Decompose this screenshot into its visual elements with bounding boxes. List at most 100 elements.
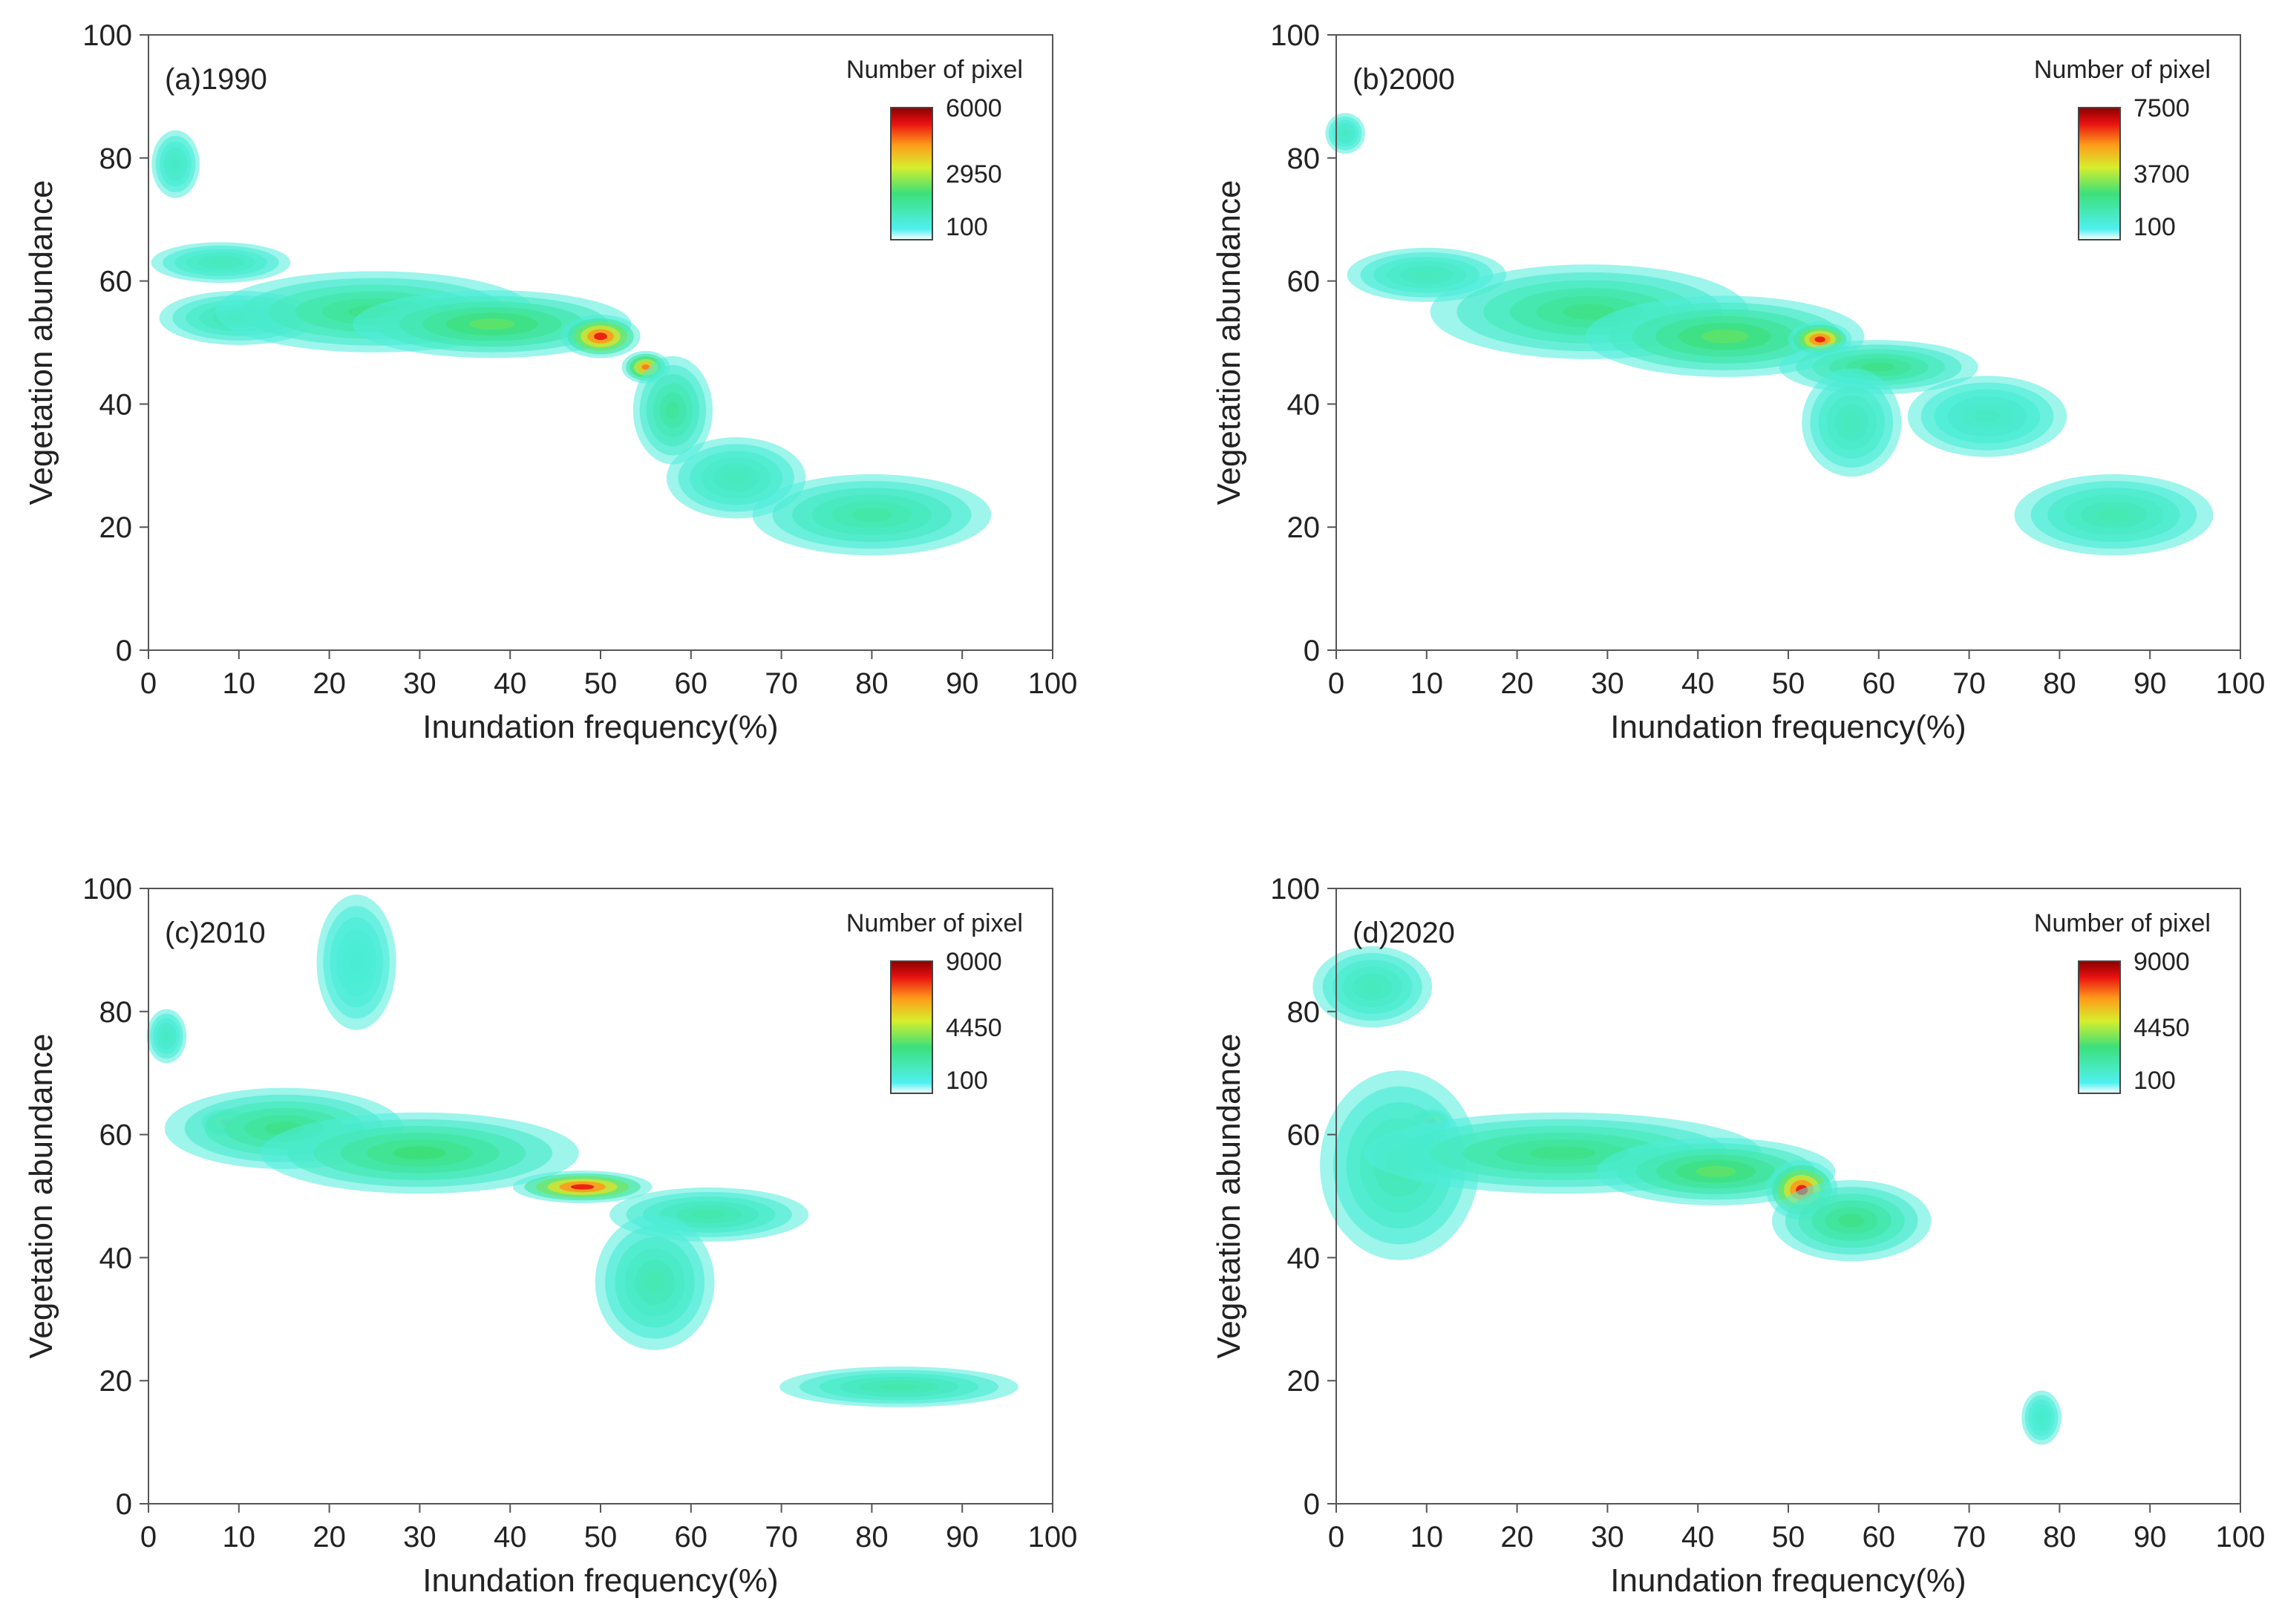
colorbar-tick-label: 7500 — [2134, 94, 2190, 122]
chart-panel: 0 10 20 30 40 50 60 70 80 90 100 0 20 40 60 80 100 Inunda… — [23, 19, 1077, 745]
chart-panel: 0 10 20 30 40 50 60 70 80 90 100 0 20 40 60 80 100 Inunda… — [1211, 19, 2265, 745]
density-cell — [393, 1146, 447, 1160]
colorbar-tick-label: 4450 — [2134, 1014, 2190, 1042]
density-cell — [1974, 409, 2001, 424]
density-cell — [1843, 413, 1860, 432]
x-tick-label: 10 — [1410, 667, 1444, 700]
colorbar — [2078, 107, 2121, 240]
x-tick-label: 60 — [675, 667, 708, 700]
x-tick-label: 30 — [403, 1521, 436, 1553]
x-tick-label: 60 — [1863, 1521, 1896, 1553]
colorbar-tick-label: 100 — [946, 1067, 988, 1095]
colorbar-title: Number of pixel — [846, 909, 1023, 937]
x-tick-label: 10 — [223, 1521, 256, 1553]
colorbar-tick-label: 2950 — [946, 160, 1002, 189]
x-tick-label: 0 — [1328, 667, 1344, 700]
x-tick-label: 0 — [1328, 1521, 1344, 1553]
colorbar-tick-label: 100 — [946, 213, 988, 241]
y-tick-label: 0 — [1304, 1488, 1320, 1521]
x-tick-label: 40 — [494, 1521, 527, 1553]
x-tick-label: 60 — [1863, 667, 1896, 700]
density-layer — [151, 130, 992, 556]
x-tick-label: 70 — [1952, 1521, 1986, 1553]
colorbar — [2078, 960, 2121, 1094]
y-tick-label: 0 — [116, 635, 132, 667]
x-tick-label: 90 — [946, 1521, 979, 1553]
chart-panel: 0 10 20 30 40 50 60 70 80 90 100 0 20 40 60 80 100 Inunda… — [23, 873, 1077, 1599]
x-tick-label: 30 — [1591, 667, 1624, 700]
x-tick-label: 70 — [765, 1521, 798, 1553]
x-tick-label: 100 — [1028, 1521, 1078, 1553]
x-tick-label: 80 — [2043, 1521, 2076, 1553]
density-cell — [171, 158, 180, 170]
density-cell — [692, 1210, 726, 1219]
x-tick-label: 100 — [2216, 667, 2266, 700]
y-tick-label: 20 — [1287, 511, 1321, 544]
x-axis-title: Inundation frequency(%) — [1610, 1562, 1966, 1599]
x-tick-label: 80 — [855, 1521, 889, 1553]
colorbar — [890, 960, 933, 1094]
colorbar-tick-label: 100 — [2134, 1067, 2176, 1095]
y-axis-title: Vegetation abundance — [23, 180, 59, 505]
density-cell — [1528, 1146, 1596, 1160]
density-cell — [1838, 1214, 1866, 1228]
y-tick-label: 100 — [82, 19, 132, 52]
x-tick-label: 50 — [584, 1521, 618, 1553]
colorbar-tick-label: 6000 — [946, 94, 1002, 122]
x-tick-label: 40 — [494, 667, 527, 700]
colorbar-tick-label: 100 — [2134, 213, 2176, 241]
x-tick-label: 20 — [1500, 1521, 1534, 1553]
y-tick-label: 20 — [99, 1365, 133, 1398]
y-tick-label: 60 — [99, 266, 133, 298]
x-tick-label: 30 — [1591, 1521, 1624, 1553]
colorbar-tick-label: 3700 — [2134, 160, 2190, 189]
density-cell — [1701, 330, 1749, 344]
density-cell — [725, 471, 748, 485]
x-tick-label: 100 — [1028, 667, 1078, 700]
y-tick-label: 80 — [99, 143, 133, 175]
y-axis-title: Vegetation abundance — [1211, 1034, 1247, 1359]
x-axis-title: Inundation frequency(%) — [422, 1562, 778, 1599]
density-cell — [1362, 980, 1383, 994]
x-tick-label: 0 — [140, 667, 157, 700]
y-tick-label: 100 — [1270, 19, 1320, 52]
x-tick-label: 80 — [855, 667, 889, 700]
density-cell — [163, 1031, 170, 1041]
y-tick-label: 20 — [99, 511, 133, 544]
density-cell — [1341, 130, 1349, 137]
y-axis-title: Vegetation abundance — [1211, 180, 1247, 505]
x-axis-title: Inundation frequency(%) — [422, 709, 778, 745]
x-tick-label: 90 — [2134, 1521, 2167, 1553]
colorbar-title: Number of pixel — [2034, 909, 2211, 937]
density-cell — [594, 333, 607, 341]
colorbar-tick-label: 9000 — [2134, 948, 2190, 976]
y-tick-label: 60 — [1287, 266, 1321, 298]
colorbar-title: Number of pixel — [846, 56, 1023, 84]
x-tick-label: 20 — [313, 667, 346, 700]
x-tick-label: 100 — [2216, 1521, 2266, 1553]
density-cell — [1563, 304, 1616, 320]
density-cell — [468, 318, 516, 330]
density-layer — [1312, 946, 2061, 1445]
density-cell — [666, 401, 680, 419]
x-tick-label: 50 — [1772, 667, 1805, 700]
x-tick-label: 70 — [765, 667, 798, 700]
x-tick-label: 90 — [946, 667, 979, 700]
density-cell — [1696, 1165, 1736, 1177]
density-layer — [1325, 113, 2214, 556]
density-cell — [879, 1383, 919, 1391]
density-cell — [1413, 270, 1440, 280]
x-tick-label: 10 — [1410, 1521, 1444, 1553]
density-cell — [2097, 508, 2131, 522]
x-tick-label: 30 — [403, 667, 436, 700]
chart-panel: 0 10 20 30 40 50 60 70 80 90 100 0 20 40 60 80 100 Inunda… — [1211, 873, 2265, 1599]
y-tick-label: 40 — [1287, 388, 1321, 421]
colorbar — [890, 107, 933, 240]
x-tick-label: 20 — [1500, 667, 1534, 700]
density-cell — [209, 259, 233, 266]
density-cell — [2038, 1412, 2045, 1423]
x-axis-title: Inundation frequency(%) — [1610, 709, 1966, 745]
density-cell — [1814, 336, 1825, 343]
y-tick-label: 40 — [99, 1242, 133, 1274]
